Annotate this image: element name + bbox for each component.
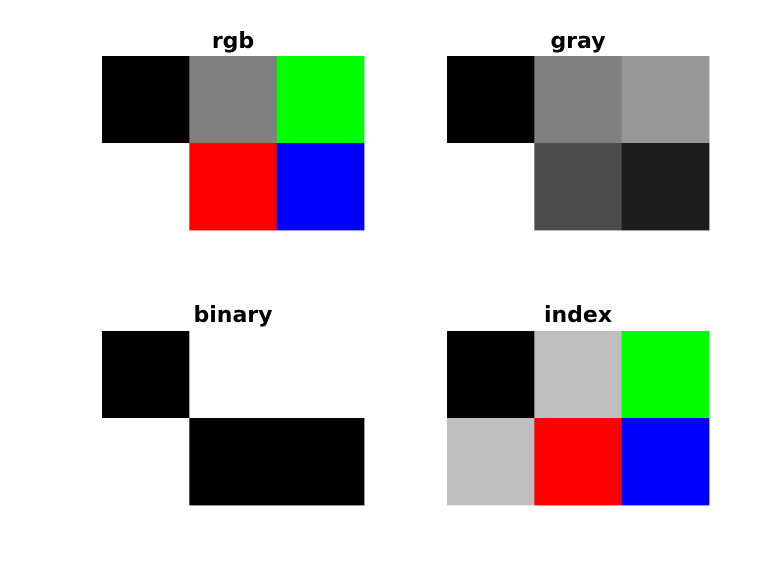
image-cell-r2-c1 [447, 418, 535, 506]
image-cell-r1-c3 [276, 56, 365, 144]
image-cell-r2-c1 [102, 418, 190, 506]
image-cell-r1-c1 [447, 331, 535, 419]
image-cell-r2-c3 [276, 143, 365, 231]
image-grid-rgb [102, 56, 365, 231]
image-grid-binary [102, 331, 365, 506]
image-cell-r2-c1 [447, 143, 535, 231]
panel-title-index: index [544, 303, 612, 328]
image-cell-r1-c1 [102, 331, 190, 419]
image-cell-r2-c2 [189, 143, 278, 231]
image-cell-r1-c2 [189, 56, 278, 144]
image-cell-r2-c2 [189, 418, 278, 506]
image-cell-r2-c1 [102, 143, 190, 231]
image-cell-r1-c2 [189, 331, 278, 419]
panel-rgb: rgb [102, 29, 365, 231]
image-cell-r1-c3 [621, 56, 710, 144]
panel-title-rgb: rgb [212, 29, 254, 54]
panel-title-binary: binary [194, 303, 273, 328]
panel-gray: gray [447, 29, 710, 231]
panel-binary: binary [102, 303, 365, 506]
image-cell-r1-c2 [534, 56, 623, 144]
image-grid-index [447, 331, 710, 506]
image-cell-r2-c3 [276, 418, 365, 506]
image-cell-r1-c1 [447, 56, 535, 144]
panel-title-gray: gray [550, 29, 605, 54]
image-cell-r2-c2 [534, 418, 623, 506]
image-cell-r2-c3 [621, 143, 710, 231]
image-cell-r2-c2 [534, 143, 623, 231]
image-cell-r1-c3 [276, 331, 365, 419]
image-grid-gray [447, 56, 710, 231]
image-cell-r2-c3 [621, 418, 710, 506]
image-cell-r1-c1 [102, 56, 190, 144]
image-cell-r1-c2 [534, 331, 623, 419]
image-cell-r1-c3 [621, 331, 710, 419]
panel-index: index [447, 303, 710, 506]
